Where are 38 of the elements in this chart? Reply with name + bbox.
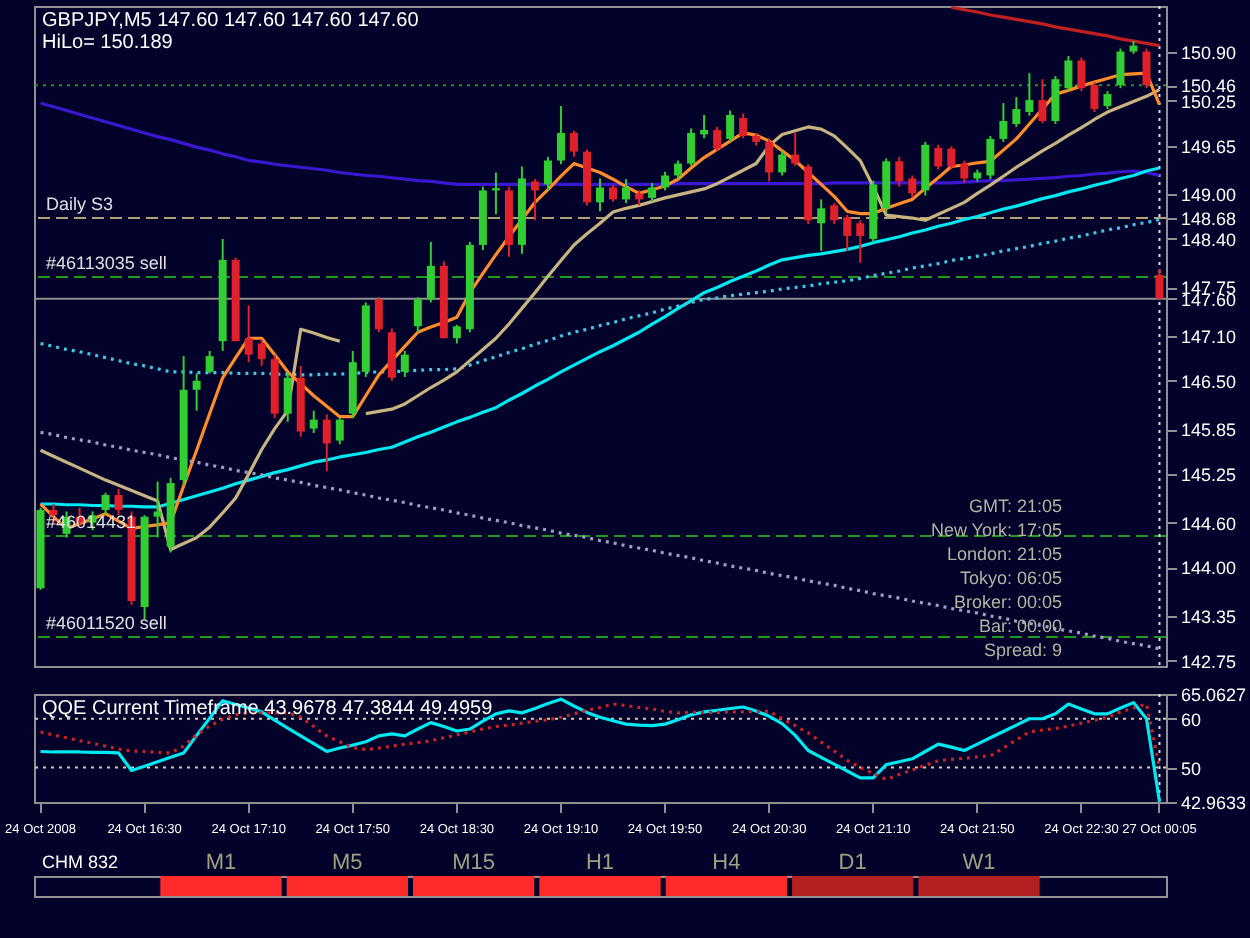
y-tick-label: 150.90 xyxy=(1181,43,1237,64)
y-tick-label: 142.75 xyxy=(1181,651,1237,672)
x-tick-label: H1 xyxy=(585,851,615,875)
y-tick-label: 150.46 xyxy=(1181,76,1237,97)
y-tick-label: 150.25 xyxy=(1181,91,1237,112)
x-tick-label: M5 xyxy=(332,851,363,875)
y-tick-label: 60 xyxy=(1181,709,1202,730)
ref-line-label: #46113035 sell xyxy=(46,253,167,274)
y-tick-label: 145.85 xyxy=(1181,420,1237,441)
annotation: Tokyo: 06:05 xyxy=(959,568,1062,588)
ref-line-label: #46011520 sell xyxy=(46,612,167,633)
annotation: Broker: 00:05 xyxy=(953,592,1062,612)
y-tick-label: 50 xyxy=(1181,758,1202,779)
y-tick-label: 148.40 xyxy=(1181,229,1237,250)
y-tick-label: 144.00 xyxy=(1181,558,1237,579)
x-tick-label: W1 xyxy=(962,851,996,875)
ref-line-label: Daily S3 xyxy=(46,194,114,215)
annotation: London: 21:05 xyxy=(946,544,1062,564)
y-tick-label: 42.9633 xyxy=(1181,793,1247,813)
annotation: New York: 17:05 xyxy=(930,520,1062,540)
y-tick-label: 65.0627 xyxy=(1181,685,1247,705)
chart-title: GBPJPY,M5 147.60 147.60 147.60 147.60 xyxy=(42,10,420,32)
y-tick-label: 148.68 xyxy=(1181,209,1237,230)
y-tick-label: 147.10 xyxy=(1181,327,1237,347)
annotation: GMT: 21:05 xyxy=(968,496,1062,516)
text: HiLo= 150.189 xyxy=(42,32,174,54)
x-tick-label: M1 xyxy=(205,851,237,875)
x-tick-label: M15 xyxy=(452,851,496,875)
y-tick-label: 143.35 xyxy=(1181,606,1237,627)
annotation: Spread: 9 xyxy=(983,640,1062,660)
chart-title: CHM 832 xyxy=(42,852,119,872)
y-tick-label: 145.25 xyxy=(1181,465,1237,486)
y-tick-label: 149.00 xyxy=(1181,185,1237,206)
y-tick-label: 149.65 xyxy=(1181,136,1237,157)
x-tick-label: H4 xyxy=(712,851,741,875)
y-tick-label: 146.50 xyxy=(1181,371,1237,392)
y-tick-label: 144.60 xyxy=(1181,513,1237,534)
x-tick-label: D1 xyxy=(838,851,867,875)
